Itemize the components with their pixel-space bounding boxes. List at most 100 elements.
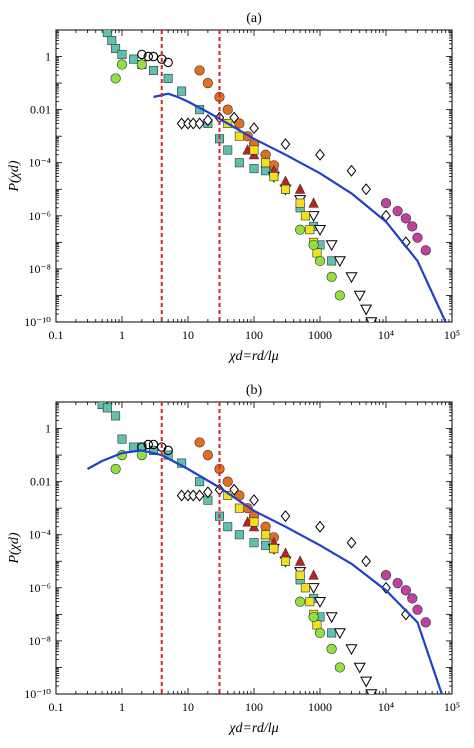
data-point: [194, 489, 205, 502]
data-point: [307, 583, 320, 595]
data-point: [365, 317, 378, 322]
data-point: [353, 662, 366, 674]
data-point: [222, 476, 233, 487]
series-open-circle: [137, 49, 173, 68]
data-point: [202, 449, 213, 461]
x-tick-label: 100: [245, 700, 263, 714]
series-open-diamond: [176, 111, 411, 249]
data-point: [360, 304, 373, 316]
data-point: [326, 643, 337, 655]
y-tick-label: 1: [45, 422, 51, 436]
fit-curve: [86, 449, 443, 694]
data-point: [234, 503, 244, 513]
data-point: [148, 51, 159, 62]
data-point: [111, 44, 121, 54]
x-tick-label: 10⁴: [378, 328, 394, 342]
data-point: [412, 232, 423, 243]
data-point: [346, 164, 357, 177]
data-point: [420, 245, 431, 256]
data-point: [326, 271, 337, 283]
data-point: [249, 164, 259, 174]
y-axis-label: P(χd): [7, 532, 22, 564]
data-point: [400, 213, 411, 224]
data-point: [305, 597, 315, 607]
y-tick-label: 1: [45, 50, 51, 64]
x-tick-label: 1000: [308, 700, 332, 714]
data-point: [163, 445, 173, 456]
data-point: [345, 644, 358, 656]
data-point: [143, 51, 154, 62]
data-point: [315, 520, 325, 533]
y-tick-label: 10⁻¹⁰: [24, 687, 51, 701]
series-open-triangle-down: [267, 543, 378, 694]
x-tick-label: 10⁵: [444, 328, 460, 342]
data-point: [148, 445, 158, 455]
data-point: [234, 158, 244, 168]
data-point: [188, 489, 199, 502]
series-square: [223, 491, 322, 630]
data-point: [280, 556, 290, 566]
data-point: [307, 211, 320, 223]
data-point: [361, 555, 371, 568]
data-point: [308, 611, 319, 623]
data-point: [116, 59, 128, 70]
series-circle: [380, 198, 431, 256]
data-point: [269, 544, 279, 554]
data-point: [202, 77, 213, 89]
data-point: [308, 569, 319, 580]
data-point: [280, 138, 291, 151]
data-point: [314, 255, 326, 267]
data-point: [327, 628, 337, 638]
data-point: [102, 403, 112, 413]
data-point: [345, 272, 358, 284]
data-point: [194, 437, 205, 448]
data-point: [234, 530, 244, 540]
data-point: [313, 224, 327, 236]
series-open-triangle-down: [267, 171, 378, 322]
x-axis-label: χd=rd/lμ: [227, 721, 278, 736]
data-point: [249, 145, 259, 155]
data-point: [110, 73, 121, 84]
series-square: [223, 119, 322, 258]
y-tick-label: 10⁻¹⁰: [24, 315, 51, 329]
data-point: [294, 555, 306, 566]
data-point: [353, 290, 366, 302]
data-point: [188, 117, 199, 130]
data-point: [137, 49, 147, 60]
y-axis-ticks: [56, 401, 452, 695]
data-point: [294, 183, 306, 194]
x-tick-label: 10⁴: [378, 700, 394, 714]
data-point: [380, 570, 392, 581]
data-point: [300, 211, 310, 221]
data-point: [148, 439, 159, 450]
data-point: [249, 538, 259, 548]
data-point: [143, 439, 154, 450]
data-point: [295, 570, 305, 580]
data-point: [194, 117, 205, 130]
data-point: [234, 118, 245, 129]
data-point: [261, 540, 271, 550]
data-point: [222, 104, 233, 115]
data-point: [305, 225, 315, 235]
data-point: [334, 290, 345, 301]
data-point: [148, 65, 158, 75]
data-point: [176, 117, 187, 130]
data-point: [334, 662, 345, 673]
series-circle: [110, 59, 345, 301]
x-tick-label: 0.1: [49, 328, 64, 342]
data-point: [177, 86, 187, 96]
x-tick-label: 0.1: [49, 700, 64, 714]
data-point: [117, 49, 127, 59]
data-point: [346, 536, 357, 549]
data-point: [261, 530, 271, 540]
data-point: [269, 172, 279, 182]
data-point: [392, 206, 403, 217]
data-point: [261, 158, 271, 168]
data-point: [407, 593, 418, 604]
x-tick-label: 1: [119, 328, 125, 342]
data-point: [176, 489, 187, 502]
data-point: [392, 578, 403, 589]
plot-frame: [55, 401, 453, 695]
x-axis-label: χd=rd/lμ: [227, 349, 278, 364]
